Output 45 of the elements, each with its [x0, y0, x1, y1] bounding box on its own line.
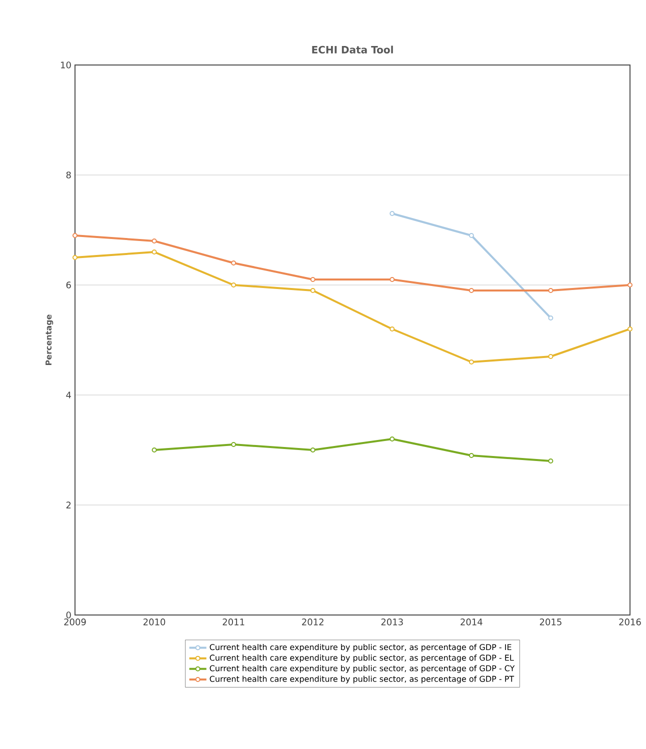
x-tick-label: 2010 [143, 618, 166, 626]
point [468, 232, 474, 238]
point [390, 436, 395, 442]
point [390, 210, 395, 216]
legend-label: Current health care expenditure by public sector, as percentage of GDP - EL [210, 654, 514, 662]
y-tick-label: 4 [66, 392, 71, 398]
point [548, 288, 554, 293]
x-tick-label: 2015 [540, 618, 562, 626]
point [152, 238, 157, 244]
legend-label: Current health care expenditure by public sector, as percentage of GDP - IE [210, 644, 512, 652]
point [231, 260, 236, 266]
point [628, 326, 632, 332]
point [390, 276, 395, 282]
point [310, 276, 316, 282]
y-tick-label: 8 [66, 172, 71, 178]
point [72, 254, 78, 260]
point [231, 442, 236, 447]
point [548, 315, 554, 320]
point [310, 447, 316, 452]
point [152, 249, 157, 254]
chart-title: ECHI Data Tool [312, 46, 393, 54]
y-tick-label: 2 [66, 502, 71, 508]
x-tick-label: 2011 [222, 618, 244, 626]
legend-label: Current health care expenditure by public sector, as percentage of GDP - CY [210, 665, 515, 673]
point [231, 282, 236, 288]
point [390, 326, 395, 332]
x-tick-label: 2016 [619, 618, 641, 626]
point [468, 359, 474, 364]
point [72, 232, 78, 238]
y-tick-label: 0 [66, 612, 71, 618]
point [468, 288, 474, 293]
point [310, 288, 316, 293]
y-tick-label: 6 [66, 282, 71, 288]
x-tick-label: 2009 [64, 618, 86, 626]
x-tick-label: 2013 [381, 618, 403, 626]
y-axis-title: Percentage [46, 314, 54, 365]
x-tick-label: 2012 [302, 618, 324, 626]
y-tick-label: 10 [61, 62, 71, 68]
point [628, 282, 632, 288]
point [152, 447, 157, 452]
point [548, 458, 554, 464]
legend-label: Current health care expenditure by public sector, as percentage of GDP - PT [210, 676, 514, 684]
point [548, 354, 554, 359]
x-tick-label: 2014 [460, 618, 482, 626]
point [468, 452, 474, 458]
